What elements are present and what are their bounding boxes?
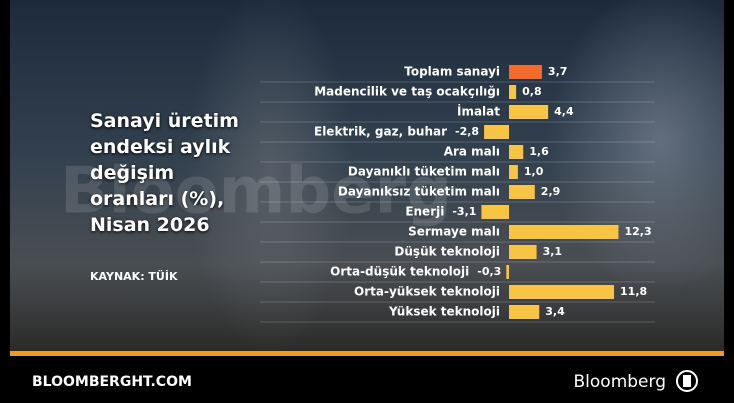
brand-logo-inner <box>683 375 691 387</box>
value-label: 3,1 <box>543 245 563 258</box>
value-label: 4,4 <box>554 105 574 118</box>
bar <box>509 305 539 319</box>
infographic: Sanayi üretim endeksi aylık değişim oran… <box>0 0 734 403</box>
category-label: Orta-düşük teknoloji <box>330 265 469 279</box>
footer-site: BLOOMBERGHT.COM <box>32 374 192 390</box>
category-label: Enerji <box>405 205 444 219</box>
bar <box>509 225 618 239</box>
bar <box>509 165 518 179</box>
value-label: 1,0 <box>524 165 544 178</box>
value-label: -2,8 <box>455 125 479 138</box>
bar <box>484 125 509 139</box>
bar <box>509 245 537 259</box>
value-label: -3,1 <box>452 205 476 218</box>
chart: Bloomberg BLOOMBERGHT.COM Bloomberg 3,7T… <box>0 0 734 403</box>
category-label: Elektrik, gaz, buhar <box>314 125 447 139</box>
value-label: 3,4 <box>545 305 565 318</box>
category-label: Yüksek teknoloji <box>388 305 500 319</box>
bar <box>509 105 548 119</box>
bar <box>509 145 523 159</box>
category-label: Sermaye malı <box>408 225 500 239</box>
bar <box>509 285 614 299</box>
bar <box>509 185 535 199</box>
category-label: Düşük teknoloji <box>394 245 500 259</box>
bar <box>509 65 542 79</box>
footer-brand: Bloomberg <box>574 372 666 392</box>
value-label: 11,8 <box>620 285 647 298</box>
bar <box>506 265 509 279</box>
bar <box>481 205 509 219</box>
category-label: Ara malı <box>444 145 500 159</box>
bar <box>509 85 516 99</box>
value-label: 3,7 <box>548 65 568 78</box>
value-label: -0,3 <box>477 265 501 278</box>
value-label: 12,3 <box>624 225 651 238</box>
category-label: İmalat <box>457 104 500 119</box>
value-label: 2,9 <box>541 185 561 198</box>
category-label: Dayanıklı tüketim malı <box>348 165 500 179</box>
value-label: 1,6 <box>529 145 549 158</box>
category-label: Orta-yüksek teknoloji <box>354 285 500 299</box>
category-label: Toplam sanayi <box>404 65 500 79</box>
category-label: Dayanıksız tüketim malı <box>338 185 500 199</box>
value-label: 0,8 <box>522 85 542 98</box>
category-label: Madencilik ve taş ocakçılığı <box>314 85 500 99</box>
accent-line <box>10 351 724 356</box>
